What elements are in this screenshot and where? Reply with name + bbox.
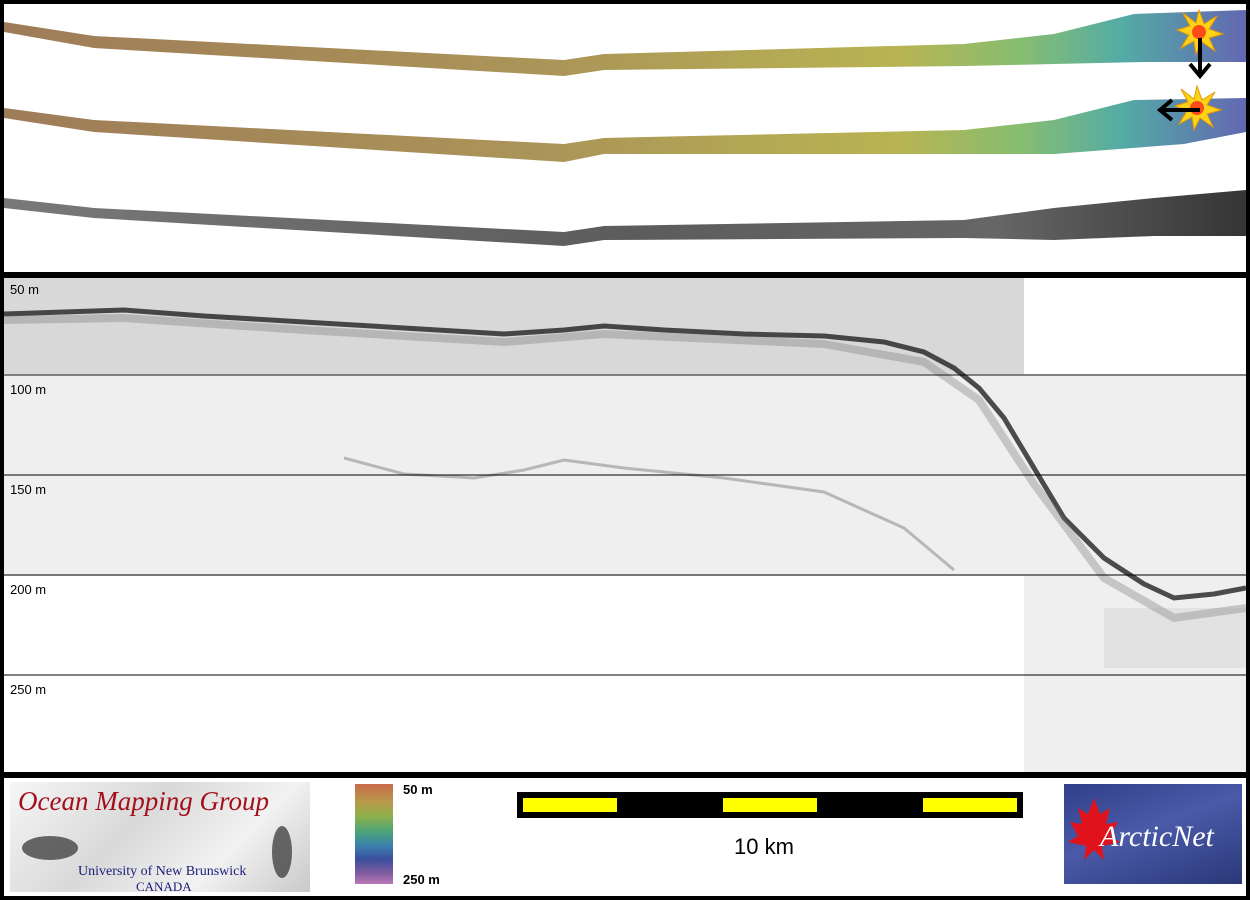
arcticnet-wordmark: ArcticNet	[1100, 820, 1214, 853]
depth-label-250: 250 m	[10, 682, 46, 697]
swath-strips	[4, 8, 1246, 246]
depth-label-100: 100 m	[10, 382, 46, 397]
seabed-reflector	[4, 307, 1246, 601]
color-scale-bottom-label: 250 m	[403, 872, 440, 887]
profile-data-region-upper	[4, 278, 1024, 374]
buried-reflector	[343, 456, 955, 572]
depth-label-200: 200 m	[10, 582, 46, 597]
sun-marker-icon	[1175, 8, 1225, 56]
scale-segment	[923, 798, 1017, 812]
arrow-left-icon	[1156, 98, 1200, 122]
swath-strip-color-1	[4, 10, 1246, 76]
arcticnet-logo: ArcticNet	[1064, 784, 1242, 884]
depth-color-scale	[355, 784, 393, 884]
scale-segment	[523, 798, 617, 812]
scale-segment	[723, 798, 817, 812]
profile-data-region-deep	[1024, 576, 1246, 772]
depth-label-50: 50 m	[10, 282, 39, 297]
arrow-down-icon	[1188, 38, 1212, 80]
distance-scale-bar	[517, 792, 1023, 818]
swath-strip-color-2	[4, 98, 1246, 162]
profile-graphic: 50 m 100 m 150 m 200 m 250 m	[4, 278, 1246, 772]
subbottom-profile-panel: 50 m 100 m 150 m 200 m 250 m	[4, 278, 1246, 772]
color-scale-top-label: 50 m	[403, 782, 433, 797]
maple-leaf-icon	[1068, 798, 1120, 860]
ocean-mapping-group-logo: Ocean Mapping Group University of New Br…	[10, 782, 310, 892]
swath-strip-backscatter	[4, 190, 1246, 246]
ogm-country: CANADA	[136, 879, 192, 892]
profile-data-region-mid	[4, 376, 1246, 576]
legend-footer: Ocean Mapping Group University of New Br…	[4, 778, 1246, 896]
ogm-title: Ocean Mapping Group	[18, 786, 269, 816]
swath-panel	[4, 4, 1246, 272]
scale-label: 10 km	[734, 834, 794, 859]
ogm-university: University of New Brunswick	[78, 864, 247, 879]
seafloor-vehicle-icon	[22, 826, 292, 878]
depth-label-150: 150 m	[10, 482, 46, 497]
